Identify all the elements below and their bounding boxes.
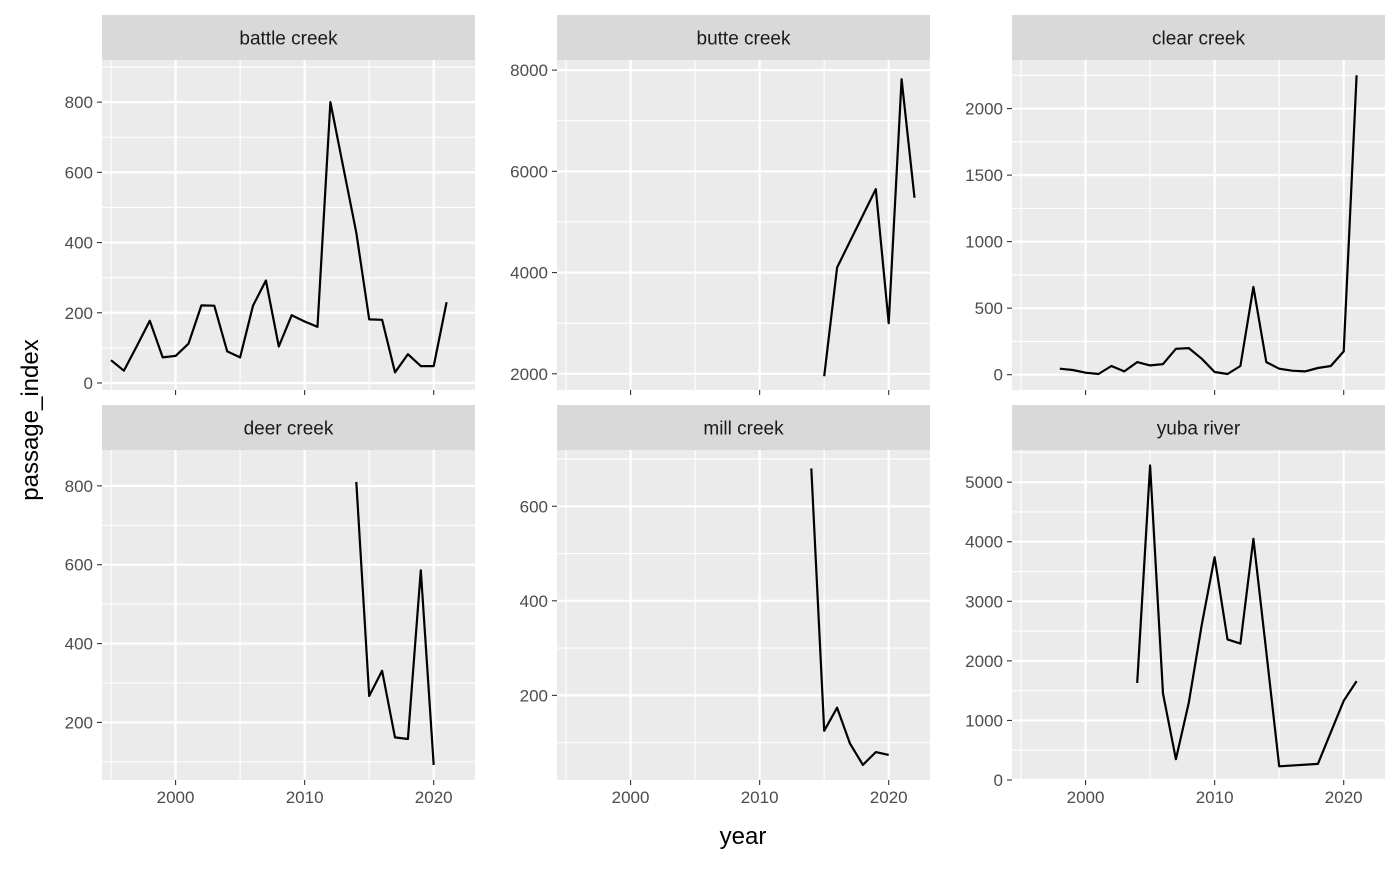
y-tick-label: 2000 [510, 365, 548, 384]
series-line [355, 481, 435, 766]
y-tick-label: 3000 [965, 592, 1003, 611]
x-axis-title: year [720, 823, 767, 850]
facet-strip [102, 15, 475, 60]
y-tick-label: 200 [65, 713, 93, 732]
x-tick-label: 2010 [1196, 788, 1234, 807]
facet-panel-clear-creek: clear creek 0 500 1000 1500 2000 [965, 15, 1385, 395]
x-tick-label: 2000 [1067, 788, 1105, 807]
facet-strip [1012, 15, 1385, 60]
series-line [110, 100, 448, 374]
facet-panel-deer-creek: deer creek 200 400 600 800 2000 2010 2020 [65, 405, 475, 807]
x-tick-label: 2010 [286, 788, 324, 807]
y-tick-label: 1000 [965, 233, 1003, 252]
y-tick-label: 600 [520, 497, 548, 516]
facet-strip-label: battle creek [239, 29, 338, 50]
y-tick-label: 200 [520, 686, 548, 705]
y-tick-label: 600 [65, 556, 93, 575]
y-tick-label: 500 [975, 299, 1003, 318]
y-axis-title: passage_index [17, 339, 44, 500]
panel-background [102, 60, 475, 390]
facet-strip-label: mill creek [703, 419, 784, 440]
y-tick-label: 4000 [965, 533, 1003, 552]
facet-strip-label: deer creek [244, 419, 334, 440]
panel-background [557, 60, 930, 390]
x-tick-label: 2000 [157, 788, 195, 807]
x-tick-label: 2010 [741, 788, 779, 807]
y-tick-label: 800 [65, 477, 93, 496]
panel-background [102, 450, 475, 780]
y-tick-label: 800 [65, 93, 93, 112]
facet-panel-battle-creek: battle creek 0 200 400 600 800 [65, 15, 475, 395]
x-tick-label: 2020 [870, 788, 908, 807]
facet-strip [1012, 405, 1385, 450]
y-tick-label: 1500 [965, 166, 1003, 185]
y-tick-label: 5000 [965, 473, 1003, 492]
panel-background [557, 450, 930, 780]
y-tick-label: 400 [65, 234, 93, 253]
facet-panel-butte-creek: butte creek 2000 4000 6000 8000 [510, 15, 930, 395]
y-tick-label: 0 [994, 366, 1003, 385]
y-tick-label: 6000 [510, 162, 548, 181]
x-tick-label: 2000 [612, 788, 650, 807]
panel-background [1012, 60, 1385, 390]
y-tick-label: 0 [84, 374, 93, 393]
facet-strip-label: yuba river [1157, 419, 1241, 440]
facet-strip-label: butte creek [697, 29, 791, 50]
y-tick-label: 0 [994, 771, 1003, 790]
y-tick-label: 400 [65, 635, 93, 654]
y-tick-label: 600 [65, 163, 93, 182]
facet-panel-yuba-river: yuba river 0 1000 2000 3000 4000 5000 2000 2010 2… [965, 405, 1385, 807]
series-line [810, 468, 889, 767]
facet-strip-label: clear creek [1152, 29, 1245, 50]
facet-strip [557, 15, 930, 60]
facet-strip [557, 405, 930, 450]
x-tick-label: 2020 [1325, 788, 1363, 807]
series-line [1136, 464, 1358, 768]
y-tick-label: 200 [65, 304, 93, 323]
facet-panel-mill-creek: mill creek 200 400 600 2000 2010 2020 [520, 405, 930, 807]
series-line [823, 78, 916, 377]
y-tick-label: 2000 [965, 100, 1003, 119]
y-tick-label: 4000 [510, 264, 548, 283]
y-tick-label: 400 [520, 592, 548, 611]
y-tick-label: 1000 [965, 711, 1003, 730]
x-tick-label: 2020 [415, 788, 453, 807]
series-line [1059, 75, 1358, 376]
y-tick-label: 8000 [510, 61, 548, 80]
facet-strip [102, 405, 475, 450]
y-tick-label: 2000 [965, 652, 1003, 671]
panel-background [1012, 450, 1385, 780]
